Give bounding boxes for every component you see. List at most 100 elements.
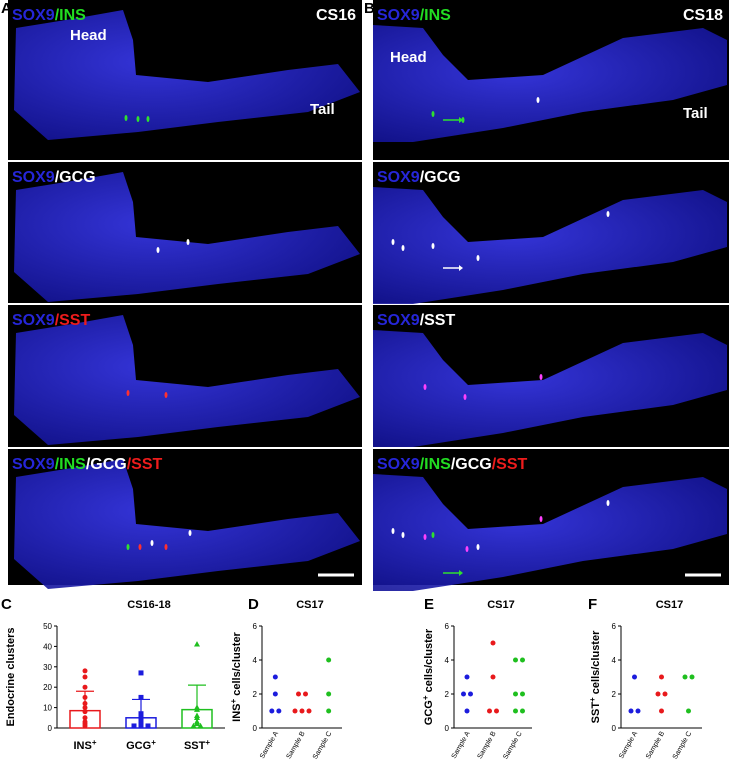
data-point — [190, 722, 197, 729]
data-point — [82, 715, 88, 721]
data-point — [326, 657, 332, 663]
cell — [606, 500, 610, 506]
arrow-head — [459, 570, 463, 576]
data-point — [520, 691, 525, 697]
cell — [431, 532, 435, 538]
y-tick-label: 20 — [43, 683, 52, 692]
x-tick-label: Sample B — [285, 730, 306, 760]
y-tick-label: 10 — [43, 704, 52, 713]
cell — [423, 384, 427, 390]
y-tick-label: 6 — [445, 622, 450, 631]
head-label: Head — [70, 27, 107, 44]
data-point — [299, 708, 305, 714]
panel-letter: B — [364, 0, 375, 17]
data-point — [138, 711, 144, 717]
data-point — [628, 708, 634, 714]
tissue — [14, 459, 360, 589]
tail-label: Tail — [310, 101, 335, 118]
label-base: SST — [590, 702, 602, 724]
tissue-shape — [14, 315, 360, 445]
head-label: Head — [390, 49, 427, 66]
data-point — [197, 722, 204, 729]
y-tick-label: 0 — [445, 724, 450, 733]
cell — [606, 211, 610, 217]
data-point — [82, 694, 88, 700]
x-tick-label: Sample B — [645, 730, 666, 760]
data-point — [194, 706, 200, 712]
channel-name: /GCG — [451, 456, 492, 473]
data-point — [145, 723, 151, 729]
channel-name: /GCG — [420, 169, 461, 186]
data-point — [659, 674, 664, 680]
tissue — [14, 315, 360, 445]
data-point — [138, 694, 144, 700]
cell — [146, 116, 150, 122]
tissue — [373, 187, 727, 304]
x-tick-label: Sample A — [618, 730, 639, 760]
data-point — [686, 708, 691, 714]
channel-label: SOX9/SST — [12, 312, 90, 329]
cell — [536, 97, 540, 103]
cell — [164, 392, 168, 398]
chart-title: CS17 — [656, 599, 684, 611]
cell — [401, 245, 405, 251]
cell — [423, 534, 427, 540]
chart-title: CS17 — [296, 599, 324, 611]
y-tick-label: 4 — [445, 656, 450, 665]
data-point — [82, 701, 88, 707]
cell — [150, 540, 154, 546]
tissue-shape — [373, 187, 727, 304]
data-point — [326, 708, 332, 714]
data-point — [464, 674, 470, 680]
y-tick-label: 40 — [43, 642, 52, 651]
label-sup: + — [92, 738, 97, 747]
panel-letter: E — [424, 596, 434, 613]
channel-name: SOX9 — [12, 312, 55, 329]
channel-label: SOX9/INS — [12, 7, 86, 24]
data-point — [303, 691, 308, 697]
cell — [465, 546, 469, 552]
cell — [391, 239, 395, 245]
cell — [391, 528, 395, 534]
data-point — [513, 691, 518, 697]
channel-name: /GCG — [55, 169, 96, 186]
channel-name: /SST — [420, 312, 456, 329]
y-tick-label: 0 — [48, 724, 53, 733]
label-base: INS — [73, 740, 91, 752]
cell — [476, 544, 480, 550]
tissue — [14, 172, 360, 302]
data-point — [520, 708, 525, 714]
arrow-head — [459, 117, 463, 123]
tissue — [373, 330, 727, 447]
x-tick-label: Sample C — [312, 731, 333, 761]
tissue — [373, 25, 727, 142]
data-point — [272, 674, 278, 680]
cell — [156, 247, 160, 253]
data-point — [276, 708, 282, 714]
channel-label: SOX9/GCG — [12, 169, 96, 186]
x-tick-label: GCG+ — [126, 738, 156, 753]
tissue-shape — [14, 459, 360, 589]
panel-letter: D — [248, 596, 259, 613]
y-tick-label: 4 — [612, 656, 617, 665]
data-point — [461, 691, 466, 697]
y-tick-label: 50 — [43, 622, 52, 631]
x-tick-label: SST+ — [184, 738, 210, 753]
tissue — [373, 474, 727, 591]
data-point — [138, 723, 144, 729]
data-point — [513, 708, 518, 714]
channel-label: SOX9/SST — [377, 312, 455, 329]
data-point — [306, 708, 312, 714]
data-point — [296, 691, 301, 697]
cell — [186, 239, 190, 245]
y-tick-label: 2 — [253, 690, 258, 699]
data-point — [662, 691, 668, 697]
data-point — [513, 657, 518, 663]
data-point — [494, 708, 499, 714]
cell — [124, 115, 128, 121]
x-tick-label: INS+ — [73, 738, 96, 753]
y-tick-label: 0 — [612, 724, 617, 733]
data-point — [82, 668, 88, 674]
arrow-head — [459, 265, 463, 271]
data-point — [490, 674, 496, 680]
